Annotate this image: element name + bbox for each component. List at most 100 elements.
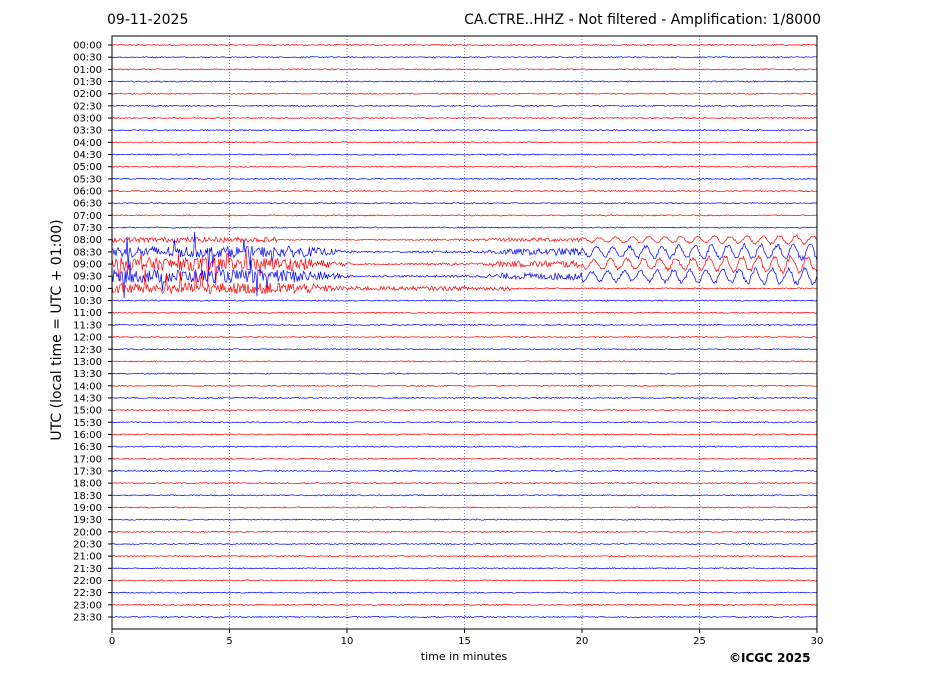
- trace-1400: [111, 384, 818, 387]
- y-tick-label: 19:00: [73, 503, 102, 514]
- y-tick-label: 21:30: [73, 564, 102, 575]
- copyright-text: ©ICGC 2025: [729, 651, 811, 665]
- trace-0900: [111, 248, 818, 286]
- x-tick-label: 30: [811, 636, 824, 647]
- trace-1930: [111, 518, 817, 521]
- y-tick-label: 15:00: [73, 406, 102, 417]
- chart-header-date: 09-11-2025: [107, 12, 189, 28]
- trace-1130: [111, 323, 818, 327]
- trace-0230: [111, 104, 818, 107]
- y-tick-label: 20:00: [73, 527, 102, 538]
- trace-1630: [111, 445, 818, 448]
- y-tick-label: 14:00: [73, 381, 102, 392]
- trace-1000: [111, 267, 817, 295]
- trace-0300: [111, 116, 818, 120]
- y-tick-label: 17:00: [73, 454, 102, 465]
- trace-1330: [111, 372, 818, 375]
- y-tick-label: 10:30: [73, 296, 102, 307]
- y-tick-label: 02:00: [73, 89, 102, 100]
- x-tick-label: 20: [576, 636, 589, 647]
- trace-0030: [112, 56, 818, 59]
- y-tick-label: 01:00: [73, 65, 102, 76]
- y-tick-label: 07:00: [73, 211, 102, 222]
- trace-2030: [111, 542, 818, 546]
- trace-1800: [111, 481, 818, 485]
- y-tick-label: 09:30: [73, 272, 102, 283]
- trace-0430: [111, 153, 818, 156]
- y-tick-label: 14:30: [73, 393, 102, 404]
- x-tick-label: 15: [458, 636, 471, 647]
- trace-1200: [111, 336, 817, 339]
- y-tick-label: 03:00: [73, 114, 102, 125]
- y-tick-label: 12:00: [73, 333, 102, 344]
- trace-1300: [111, 360, 818, 363]
- y-tick-label: 16:00: [73, 430, 102, 441]
- trace-1230: [112, 348, 818, 351]
- y-tick-label: 16:30: [73, 442, 102, 453]
- trace-0730: [112, 226, 818, 229]
- y-tick-label: 06:30: [73, 199, 102, 210]
- trace-2000: [111, 530, 818, 533]
- y-tick-label: 10:00: [73, 284, 102, 295]
- trace-2100: [111, 555, 818, 558]
- trace-0400: [111, 141, 818, 144]
- trace-0600: [111, 189, 818, 193]
- y-tick-label: 09:00: [73, 260, 102, 271]
- y-tick-label: 05:30: [73, 174, 102, 185]
- y-tick-label: 15:30: [73, 418, 102, 429]
- y-tick-label: 12:30: [73, 345, 102, 356]
- y-tick-label: 17:30: [73, 466, 102, 477]
- y-tick-label: 03:30: [73, 126, 102, 137]
- trace-1500: [111, 408, 818, 412]
- chart-header-station: CA.CTRE..HHZ - Not filtered - Amplificat…: [464, 12, 821, 28]
- y-tick-label: 13:00: [73, 357, 102, 368]
- y-tick-label: 22:30: [73, 588, 102, 599]
- y-tick-label: 04:30: [73, 150, 102, 161]
- y-tick-label: 05:00: [73, 162, 102, 173]
- y-tick-label: 00:00: [73, 41, 102, 52]
- y-tick-label: 11:30: [73, 320, 102, 331]
- trace-0200: [111, 92, 818, 95]
- y-tick-label: 20:30: [73, 539, 102, 550]
- trace-0830: [111, 231, 818, 273]
- trace-2300: [111, 603, 818, 606]
- trace-1900: [111, 506, 818, 509]
- y-tick-label: 08:30: [73, 247, 102, 258]
- y-tick-label: 00:30: [73, 53, 102, 64]
- y-tick-label: 18:00: [73, 479, 102, 490]
- x-tick-label: 5: [226, 636, 232, 647]
- y-tick-label: 11:00: [73, 308, 102, 319]
- plot-frame: [111, 35, 818, 630]
- trace-1430: [111, 396, 817, 400]
- trace-0500: [111, 165, 818, 168]
- trace-2330: [112, 615, 818, 619]
- trace-0530: [111, 177, 818, 180]
- trace-0000: [111, 43, 817, 47]
- x-tick-label: 10: [341, 636, 354, 647]
- trace-0100: [112, 68, 818, 71]
- trace-0930: [111, 260, 818, 299]
- trace-1600: [111, 433, 818, 436]
- trace-0130: [111, 80, 818, 83]
- trace-1100: [111, 311, 818, 314]
- trace-2200: [111, 579, 818, 582]
- y-tick-label: 02:30: [73, 101, 102, 112]
- trace-0800: [111, 233, 818, 246]
- trace-1530: [111, 421, 818, 424]
- trace-1830: [111, 494, 818, 497]
- y-tick-label: 08:00: [73, 235, 102, 246]
- trace-1700: [111, 457, 818, 460]
- y-tick-label: 23:30: [73, 612, 102, 623]
- y-tick-label: 06:00: [73, 187, 102, 198]
- trace-2230: [112, 591, 818, 594]
- y-tick-label: 21:00: [73, 552, 102, 563]
- y-tick-label: 22:00: [73, 576, 102, 587]
- y-tick-label: 19:30: [73, 515, 102, 526]
- y-axis-label: UTC (local time = UTC + 01:00): [49, 219, 65, 441]
- trace-0630: [111, 202, 818, 205]
- x-tick-label: 25: [693, 636, 706, 647]
- y-tick-label: 04:00: [73, 138, 102, 149]
- x-tick-label: 0: [109, 636, 115, 647]
- trace-1030: [111, 299, 818, 302]
